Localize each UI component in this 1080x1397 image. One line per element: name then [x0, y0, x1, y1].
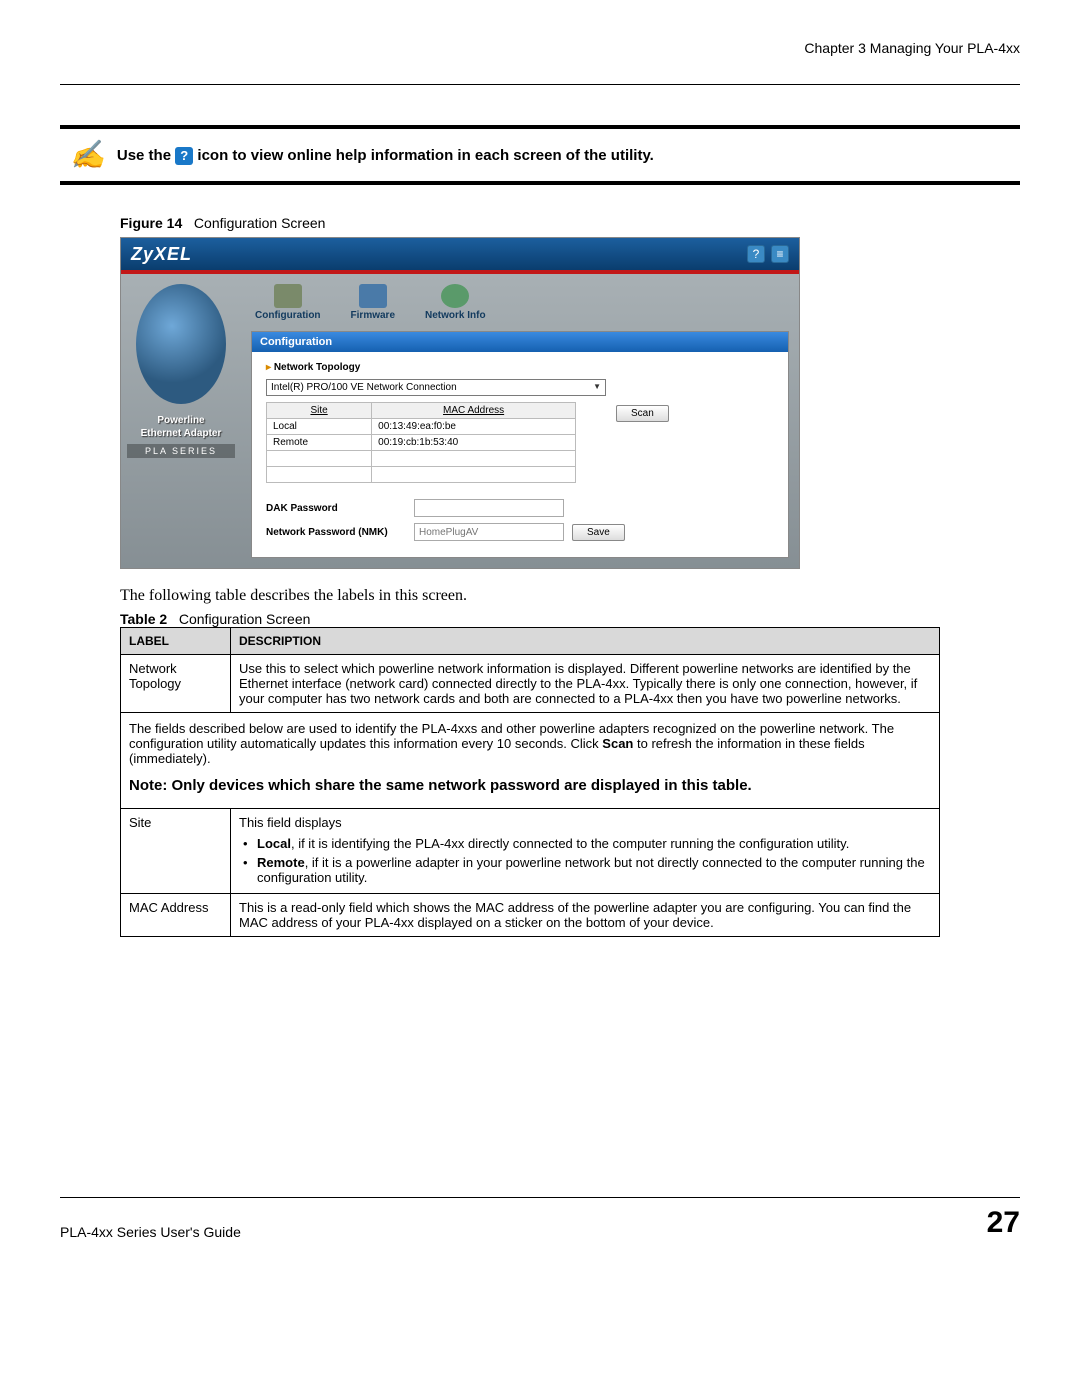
tab-networkinfo[interactable]: Network Info [425, 284, 486, 321]
cell-label: Network Topology [121, 655, 231, 713]
section-label: Network Topology [266, 362, 774, 373]
table-row-full: The fields described below are used to i… [121, 713, 940, 809]
sidebar-series: PLA SERIES [127, 444, 235, 458]
config-screenshot: ZyXEL ? ≡ Powerline Ethernet Adapter PLA… [120, 237, 800, 569]
header-rule [60, 84, 1020, 85]
note-pre: Use the [117, 147, 175, 164]
table-row: Network Topology Use this to select whic… [121, 655, 940, 713]
page-number: 27 [987, 1206, 1020, 1240]
dak-input[interactable] [414, 499, 564, 517]
ss-topbar: ZyXEL ? ≡ [121, 238, 799, 270]
save-button[interactable]: Save [572, 524, 625, 541]
pencil-icon: ✍ [70, 141, 105, 169]
nmk-input[interactable] [414, 523, 564, 541]
intro-text: The following table describes the labels… [120, 587, 1020, 605]
cell-label: Site [121, 808, 231, 893]
topbar-menu-icon[interactable]: ≡ [771, 245, 789, 263]
config-tab-icon [274, 284, 302, 308]
col-site: Site [267, 403, 372, 419]
tab-label: Configuration [255, 310, 321, 321]
chapter-header: Chapter 3 Managing Your PLA-4xx [60, 40, 1020, 56]
note-post: icon to view online help information in … [197, 147, 653, 164]
cell-label: MAC Address [121, 893, 231, 936]
table-caption: Table 2 Configuration Screen [120, 611, 1020, 627]
help-icon: ? [175, 147, 193, 165]
col-mac: MAC Address [372, 403, 576, 419]
note-line: Note: Only devices which share the same … [129, 776, 931, 796]
sidebar-title: Powerline Ethernet Adapter [127, 414, 235, 440]
list-item: Remote, if it is a powerline adapter in … [243, 853, 931, 887]
ss-tabs: Configuration Firmware Network Info [245, 278, 795, 331]
tab-firmware[interactable]: Firmware [351, 284, 395, 321]
ss-main: Configuration Firmware Network Info Conf… [241, 274, 799, 568]
figure-caption: Figure 14 Configuration Screen [120, 215, 1020, 231]
cell-desc: This is a read-only field which shows th… [231, 893, 940, 936]
ss-sidebar: Powerline Ethernet Adapter PLA SERIES [121, 274, 241, 568]
nmk-label: Network Password (NMK) [266, 527, 406, 538]
panel-header: Configuration [252, 332, 788, 352]
topbar-help-icon[interactable]: ? [747, 245, 765, 263]
note-box: ✍ Use the ? icon to view online help inf… [60, 125, 1020, 185]
list-item: Local, if it is identifying the PLA-4xx … [243, 834, 931, 853]
description-table: LABEL DESCRIPTION Network Topology Use t… [120, 627, 940, 937]
dak-label: DAK Password [266, 503, 406, 514]
cell-desc: Use this to select which powerline netwo… [231, 655, 940, 713]
topology-dropdown[interactable]: Intel(R) PRO/100 VE Network Connection [266, 379, 606, 396]
note-text: Use the ? icon to view online help infor… [117, 141, 654, 166]
network-tab-icon [441, 284, 469, 308]
th-desc: DESCRIPTION [231, 628, 940, 655]
tab-label: Firmware [351, 310, 395, 321]
table-row[interactable]: Local 00:13:49:ea:f0:be [267, 419, 576, 435]
sidebar-globe-icon [136, 284, 226, 404]
firmware-tab-icon [359, 284, 387, 308]
cell-desc: This field displays Local, if it is iden… [231, 808, 940, 893]
tab-configuration[interactable]: Configuration [255, 284, 321, 321]
brand-logo: ZyXEL [131, 244, 192, 265]
table-row: MAC Address This is a read-only field wh… [121, 893, 940, 936]
config-panel: Configuration Network Topology Intel(R) … [251, 331, 789, 558]
page-footer: PLA-4xx Series User's Guide 27 [60, 1197, 1020, 1240]
device-table: Site MAC Address Local 00:13:49:ea:f0:be… [266, 402, 576, 483]
table-row: Site This field displays Local, if it is… [121, 808, 940, 893]
footer-guide: PLA-4xx Series User's Guide [60, 1224, 241, 1240]
scan-button[interactable]: Scan [616, 405, 669, 422]
tab-label: Network Info [425, 310, 486, 321]
th-label: LABEL [121, 628, 231, 655]
table-row[interactable]: Remote 00:19:cb:1b:53:40 [267, 435, 576, 451]
